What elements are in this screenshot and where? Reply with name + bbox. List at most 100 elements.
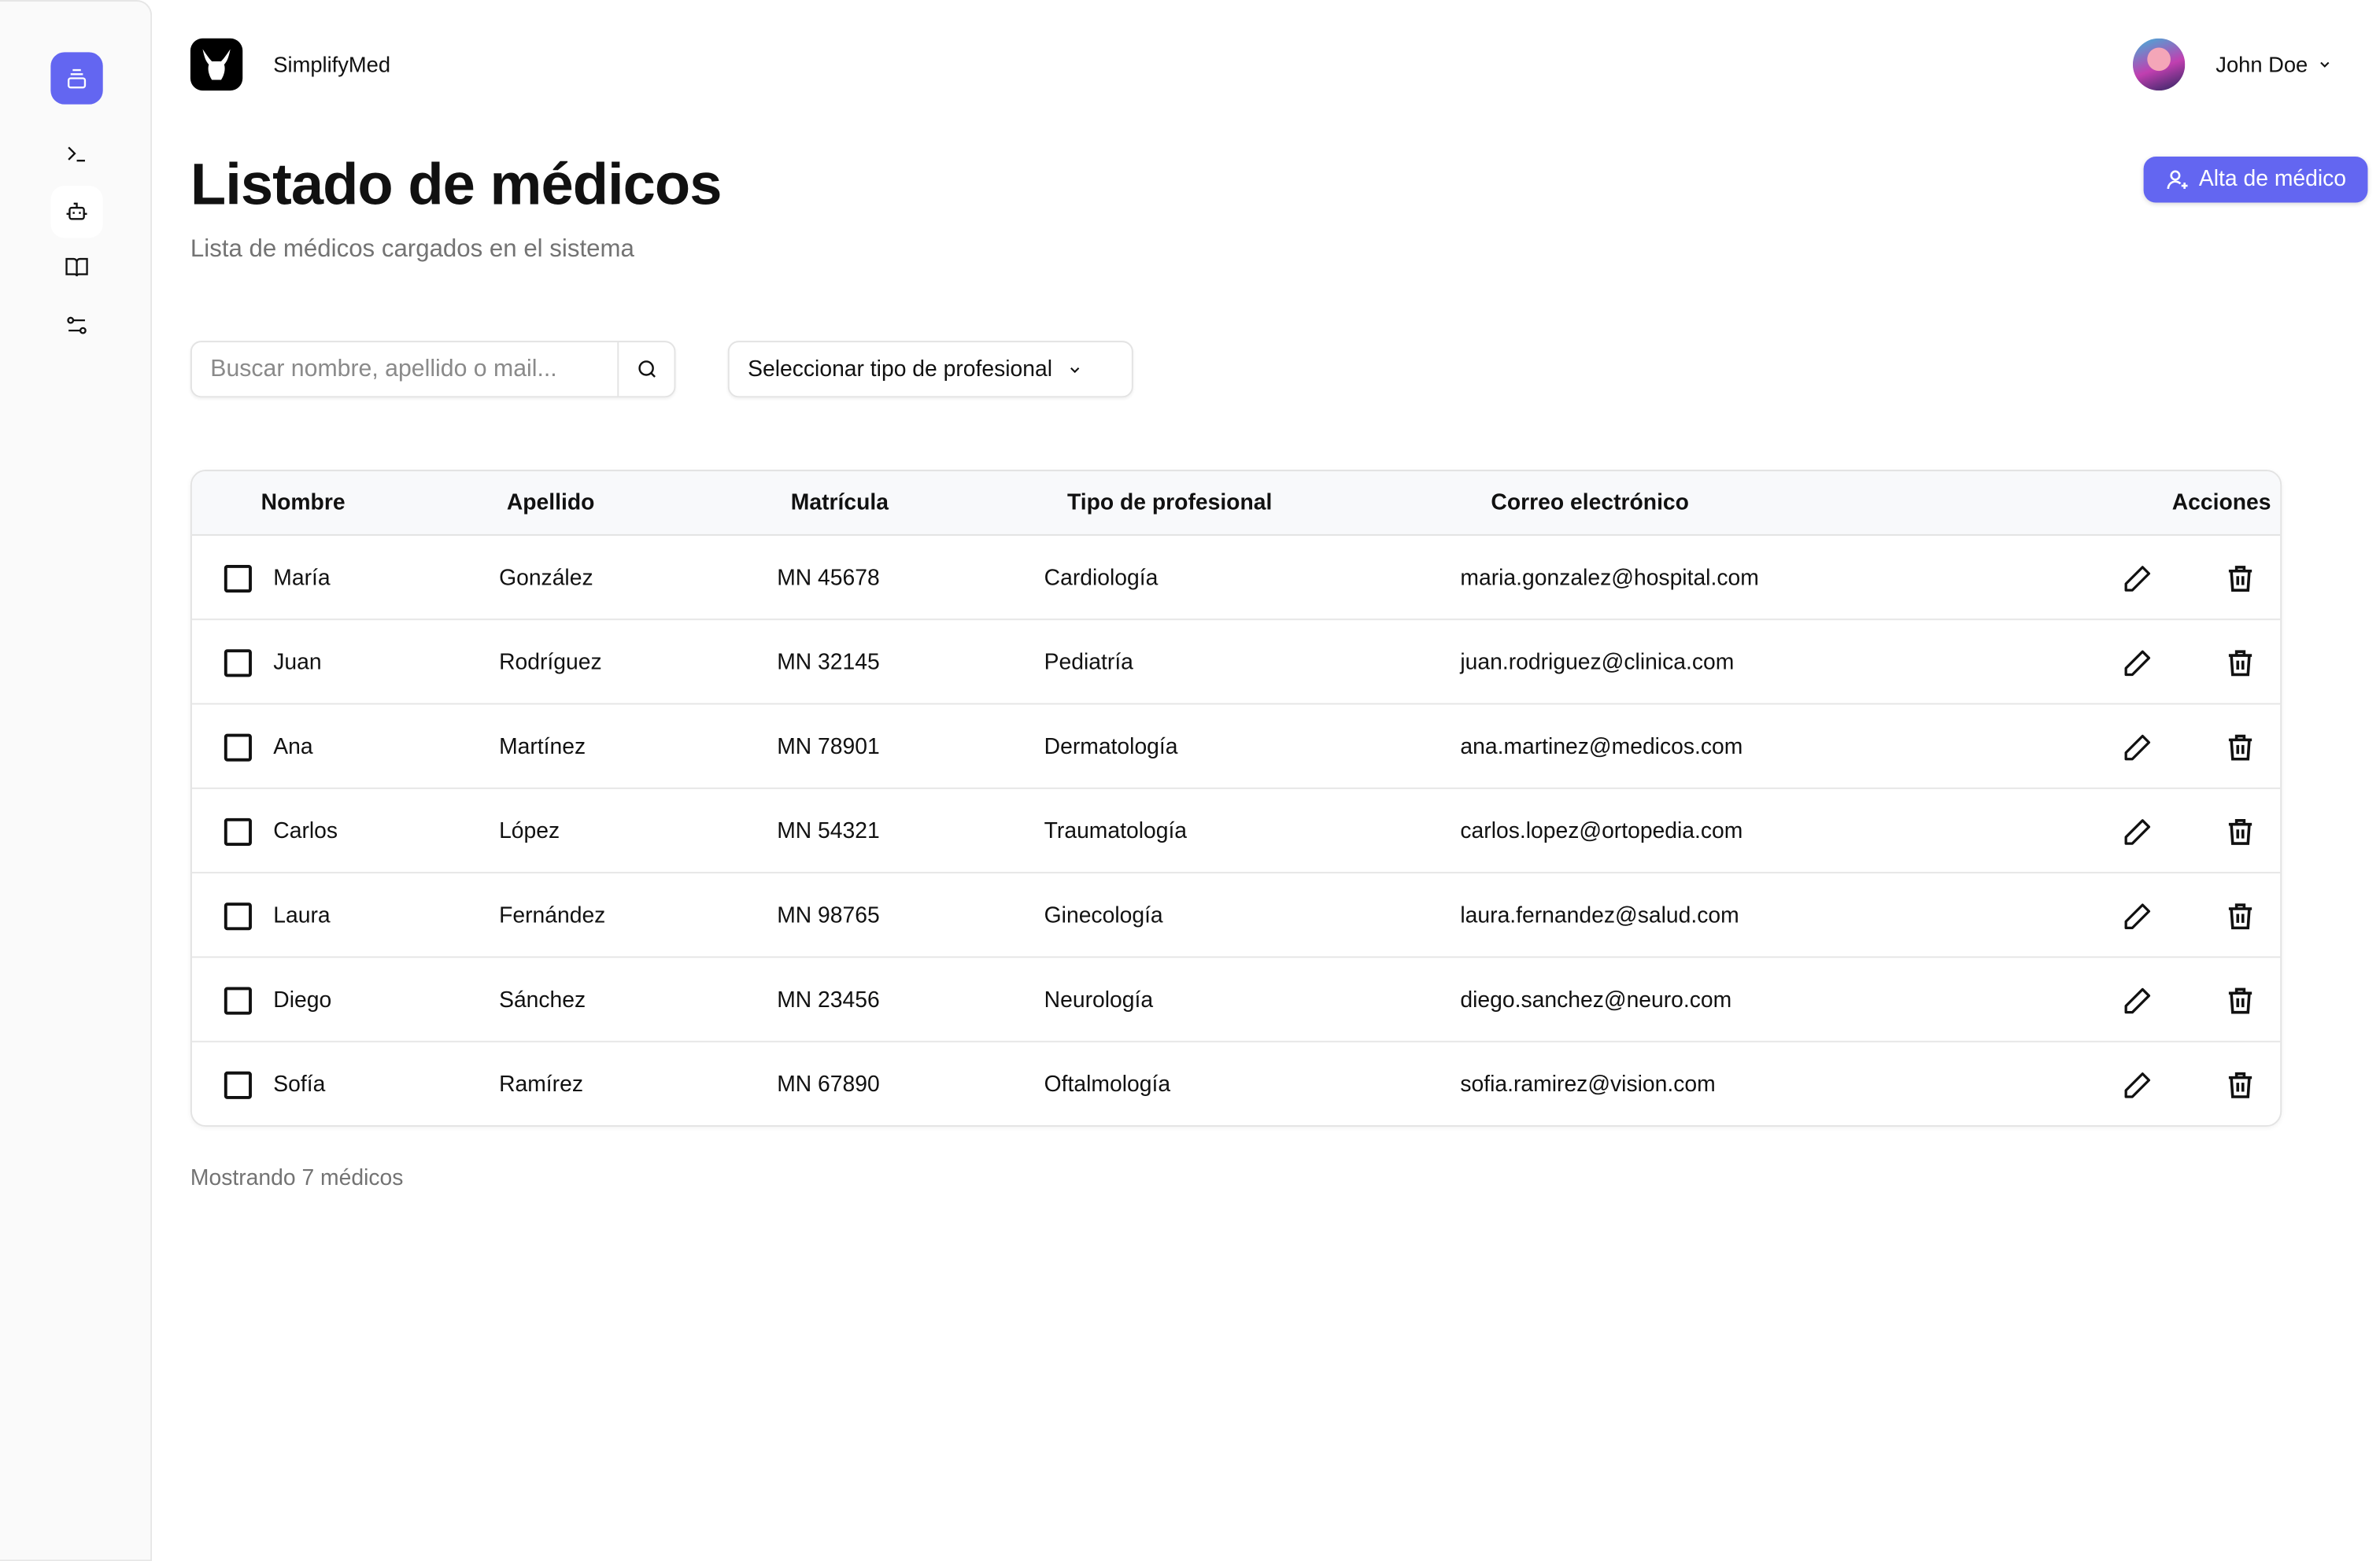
cell-matricula: MN 32145	[777, 651, 880, 676]
sidebar-item-terminal[interactable]	[50, 127, 102, 179]
table-row: María González MN 45678 Cardiología mari…	[191, 536, 2281, 621]
sliders-icon	[67, 316, 87, 334]
edit-button[interactable]	[2120, 731, 2154, 765]
add-doctor-label: Alta de médico	[2198, 167, 2347, 192]
cell-apellido: Martínez	[499, 735, 586, 760]
row-checkbox[interactable]	[224, 817, 252, 847]
edit-button[interactable]	[2120, 899, 2154, 933]
row-checkbox[interactable]	[224, 902, 252, 931]
pencil-icon	[2124, 903, 2151, 930]
trash-icon	[2228, 566, 2252, 592]
header-acciones: Acciones	[2171, 491, 2271, 516]
rabbit-logo-icon	[202, 49, 231, 80]
row-checkbox[interactable]	[224, 564, 252, 593]
terminal-icon	[68, 146, 85, 162]
edit-button[interactable]	[2120, 562, 2154, 596]
cell-correo: carlos.lopez@ortopedia.com	[1460, 819, 1743, 845]
add-doctor-button[interactable]: Alta de médico	[2143, 157, 2368, 203]
sidebar-item-settings[interactable]	[50, 299, 102, 351]
delete-button[interactable]	[2223, 815, 2257, 849]
select-label: Seleccionar tipo de profesional	[748, 356, 1053, 382]
row-checkbox[interactable]	[224, 1071, 252, 1099]
cell-correo: laura.fernandez@salud.com	[1460, 904, 1739, 929]
table-row: Juan Rodríguez MN 32145 Pediatría juan.r…	[191, 620, 2281, 705]
row-checkbox[interactable]	[224, 649, 252, 677]
cell-apellido: López	[499, 819, 560, 845]
pencil-icon	[2124, 566, 2151, 592]
avatar[interactable]	[2132, 38, 2186, 91]
cell-apellido: Ramírez	[499, 1072, 583, 1098]
pencil-icon	[2124, 987, 2151, 1014]
pencil-icon	[2124, 734, 2151, 761]
row-checkbox[interactable]	[224, 733, 252, 762]
edit-button[interactable]	[2120, 984, 2154, 1018]
cell-matricula: MN 23456	[777, 988, 880, 1013]
pencil-icon	[2124, 819, 2151, 845]
cell-correo: sofia.ramirez@vision.com	[1460, 1072, 1716, 1098]
user-menu[interactable]: John Doe	[2216, 52, 2332, 77]
page-title: Listado de médicos	[190, 153, 722, 219]
cell-apellido: Rodríguez	[499, 651, 602, 676]
cell-matricula: MN 78901	[777, 735, 880, 760]
table-header: Nombre Apellido Matrícula Tipo de profes…	[191, 471, 2281, 536]
chevron-down-icon	[2320, 61, 2330, 68]
cell-tipo: Oftalmología	[1044, 1072, 1171, 1098]
header-apellido: Apellido	[506, 491, 595, 516]
cell-correo: ana.martinez@medicos.com	[1460, 735, 1743, 760]
app-logo	[190, 38, 243, 91]
cell-nombre: María	[273, 566, 331, 592]
trash-icon	[2228, 987, 2252, 1014]
chevron-down-icon	[1070, 367, 1080, 373]
delete-button[interactable]	[2223, 984, 2257, 1018]
cell-tipo: Pediatría	[1044, 651, 1133, 676]
delete-button[interactable]	[2223, 562, 2257, 596]
cell-correo: maria.gonzalez@hospital.com	[1460, 566, 1759, 592]
cell-tipo: Cardiología	[1044, 566, 1159, 592]
delete-button[interactable]	[2223, 1068, 2257, 1102]
cell-apellido: Sánchez	[499, 988, 586, 1013]
pencil-icon	[2124, 650, 2151, 677]
search-box	[190, 341, 676, 398]
cell-tipo: Ginecología	[1044, 904, 1163, 929]
doctors-table: Nombre Apellido Matrícula Tipo de profes…	[190, 470, 2282, 1127]
table-row: Ana Martínez MN 78901 Dermatología ana.m…	[191, 705, 2281, 789]
sidebar-item-bot[interactable]	[50, 186, 103, 238]
table-row: Carlos López MN 54321 Traumatología carl…	[191, 789, 2281, 874]
cell-nombre: Ana	[273, 735, 313, 760]
cell-correo: diego.sanchez@neuro.com	[1460, 988, 1732, 1013]
bot-icon	[66, 202, 87, 220]
delete-button[interactable]	[2223, 646, 2257, 680]
table-row: Diego Sánchez MN 23456 Neurología diego.…	[191, 958, 2281, 1043]
sidebar-item-archive[interactable]	[50, 52, 103, 105]
cell-tipo: Neurología	[1044, 988, 1154, 1013]
cell-matricula: MN 67890	[777, 1072, 880, 1098]
book-icon	[65, 257, 88, 277]
delete-button[interactable]	[2223, 731, 2257, 765]
trash-icon	[2228, 903, 2252, 930]
edit-button[interactable]	[2120, 646, 2154, 680]
header-correo: Correo electrónico	[1491, 491, 1689, 516]
search-button[interactable]	[617, 342, 674, 397]
results-count: Mostrando 7 médicos	[190, 1166, 404, 1191]
table-row: Laura Fernández MN 98765 Ginecología lau…	[191, 873, 2281, 958]
header-matricula: Matrícula	[790, 491, 889, 516]
cell-nombre: Sofía	[273, 1072, 326, 1098]
edit-button[interactable]	[2120, 815, 2154, 849]
cell-matricula: MN 54321	[777, 819, 880, 845]
cell-nombre: Carlos	[273, 819, 338, 845]
table-row: Sofía Ramírez MN 67890 Oftalmología sofi…	[192, 1043, 2280, 1125]
app-name: SimplifyMed	[273, 52, 391, 77]
delete-button[interactable]	[2223, 899, 2257, 933]
trash-icon	[2228, 650, 2252, 677]
cell-nombre: Laura	[273, 904, 331, 929]
cell-matricula: MN 45678	[777, 566, 880, 592]
sidebar-item-docs[interactable]	[50, 241, 102, 293]
header-nombre: Nombre	[261, 491, 346, 516]
search-input[interactable]	[191, 342, 618, 397]
user-name: John Doe	[2216, 52, 2308, 77]
professional-type-select[interactable]: Seleccionar tipo de profesional	[727, 341, 1133, 398]
cell-tipo: Traumatología	[1044, 819, 1188, 845]
edit-button[interactable]	[2120, 1068, 2154, 1102]
row-checkbox[interactable]	[224, 987, 252, 1015]
cell-apellido: Fernández	[499, 904, 606, 929]
